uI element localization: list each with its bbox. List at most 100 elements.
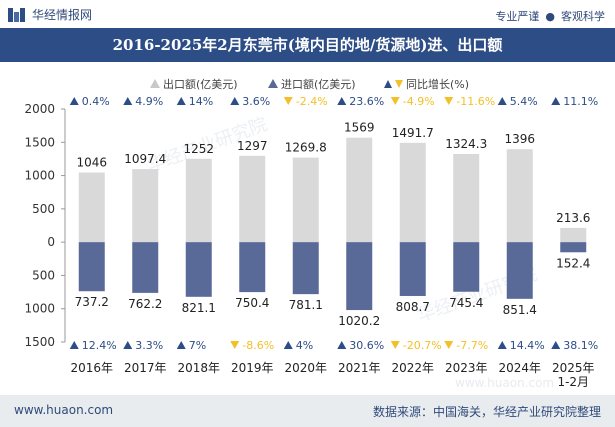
import-bar <box>78 242 105 292</box>
export-growth-label: 14% <box>189 95 213 108</box>
import-growth-marker <box>390 341 400 349</box>
top-bar: 华经情报网 专业严谨 ● 客观科学 <box>0 0 615 28</box>
import-bar <box>453 242 480 292</box>
import-bar <box>239 242 266 293</box>
x-tick-label: 2020年 <box>284 361 327 375</box>
export-value-label: 1491.7 <box>392 126 434 140</box>
import-growth-label: 12.4% <box>82 339 117 352</box>
y-tick-label: 1500 <box>24 135 55 149</box>
title-bar: 2016-2025年2月东莞市(境内目的地/货源地)进、出口额 <box>0 28 615 62</box>
import-growth-label: -8.6% <box>242 339 274 352</box>
y-tick-label: 500 <box>32 268 55 282</box>
export-value-label: 1324.3 <box>445 137 487 151</box>
export-growth-marker <box>551 97 561 105</box>
x-tick-label: 2021年 <box>338 361 381 375</box>
export-bar <box>506 149 533 243</box>
export-value-label: 1252 <box>183 142 214 156</box>
x-tick-label: 2017年 <box>124 361 167 375</box>
import-growth-label: 38.1% <box>563 339 598 352</box>
import-growth-label: 3.3% <box>135 339 163 352</box>
legend-marker-export <box>150 79 160 88</box>
export-growth-label: 23.6% <box>349 95 384 108</box>
legend-marker-import <box>268 79 278 88</box>
export-growth-marker <box>497 97 507 105</box>
export-value-label: 1097.4 <box>124 152 166 166</box>
export-growth-label: 11.1% <box>563 95 598 108</box>
import-value-label: 152.4 <box>556 256 590 270</box>
brand: 华经情报网 <box>8 6 92 23</box>
watermark-url: www.huaon.com <box>455 376 554 390</box>
import-bar <box>346 242 373 311</box>
export-growth-marker <box>283 97 293 105</box>
import-value-label: 737.2 <box>75 295 109 309</box>
site-url: www.huaon.com <box>14 403 114 417</box>
export-value-label: 1269.8 <box>285 141 327 155</box>
brand-logo-icon <box>8 7 25 22</box>
import-bar <box>132 242 159 293</box>
import-bar <box>506 242 533 299</box>
export-growth-marker <box>390 97 400 105</box>
footer-bar: www.huaon.com 数据来源：中国海关，华经产业研究院整理 <box>0 395 615 427</box>
export-growth-label: -11.6% <box>456 95 495 108</box>
x-tick-label: 2016年 <box>70 361 113 375</box>
import-growth-label: 14.4% <box>510 339 545 352</box>
export-value-label: 1297 <box>237 139 268 153</box>
import-bar <box>399 242 426 296</box>
export-bar <box>132 169 159 243</box>
x-tick-label: 1-2月 <box>557 375 589 389</box>
import-bar <box>292 242 319 295</box>
import-growth-label: 7% <box>189 339 206 352</box>
import-value-label: 781.1 <box>289 298 323 312</box>
export-growth-label: -4.9% <box>403 95 435 108</box>
x-tick-label: 2024年 <box>498 361 541 375</box>
import-growth-marker <box>551 341 561 349</box>
x-tick-label: 2023年 <box>445 361 488 375</box>
import-value-label: 762.2 <box>128 297 162 311</box>
export-bar <box>399 142 426 243</box>
export-bar <box>239 155 266 243</box>
import-growth-label: -7.7% <box>456 339 488 352</box>
import-growth-marker <box>123 341 133 349</box>
export-bar <box>185 158 212 243</box>
import-value-label: 821.1 <box>182 301 216 315</box>
legend-marker-up <box>384 80 392 88</box>
import-value-label: 1020.2 <box>338 314 380 328</box>
y-tick-label: 500 <box>32 202 55 216</box>
x-tick-label: 2018年 <box>177 361 220 375</box>
export-value-label: 1396 <box>504 132 535 146</box>
legend-growth-label: 同比增长(%) <box>406 77 469 91</box>
import-bar <box>185 242 212 297</box>
export-growth-label: -2.4% <box>296 95 328 108</box>
export-bar <box>346 137 373 243</box>
y-tick-label: 1000 <box>24 302 55 316</box>
legend-marker-down <box>395 80 403 88</box>
data-source: 数据来源：中国海关，华经产业研究院整理 <box>372 405 601 419</box>
export-value-label: 1569 <box>344 121 375 135</box>
legend-import-label: 进口额(亿美元) <box>281 78 356 91</box>
import-growth-label: 30.6% <box>349 339 384 352</box>
import-growth-marker <box>337 341 347 349</box>
export-value-label: 213.6 <box>556 211 590 225</box>
import-value-label: 750.4 <box>235 296 269 310</box>
import-bar <box>560 242 587 253</box>
brand-tags: 专业严谨 ● 客观科学 <box>495 8 605 24</box>
brand-name: 华经情报网 <box>32 8 93 22</box>
import-growth-marker <box>283 341 293 349</box>
export-growth-marker <box>123 97 133 105</box>
import-growth-marker <box>230 341 240 349</box>
export-growth-marker <box>69 97 79 105</box>
import-value-label: 808.7 <box>396 300 430 314</box>
tag-objective: 客观科学 <box>561 10 605 23</box>
y-tick-label: 1000 <box>24 169 55 183</box>
export-growth-label: 4.9% <box>135 95 163 108</box>
import-value-label: 851.4 <box>503 303 537 317</box>
export-growth-marker <box>230 97 240 105</box>
export-bar <box>292 157 319 243</box>
export-value-label: 1046 <box>76 156 107 170</box>
x-tick-label: 2025年 <box>552 361 595 375</box>
y-tick-label: 2000 <box>24 102 55 116</box>
import-growth-label: 4% <box>296 339 313 352</box>
import-value-label: 745.4 <box>449 296 483 310</box>
